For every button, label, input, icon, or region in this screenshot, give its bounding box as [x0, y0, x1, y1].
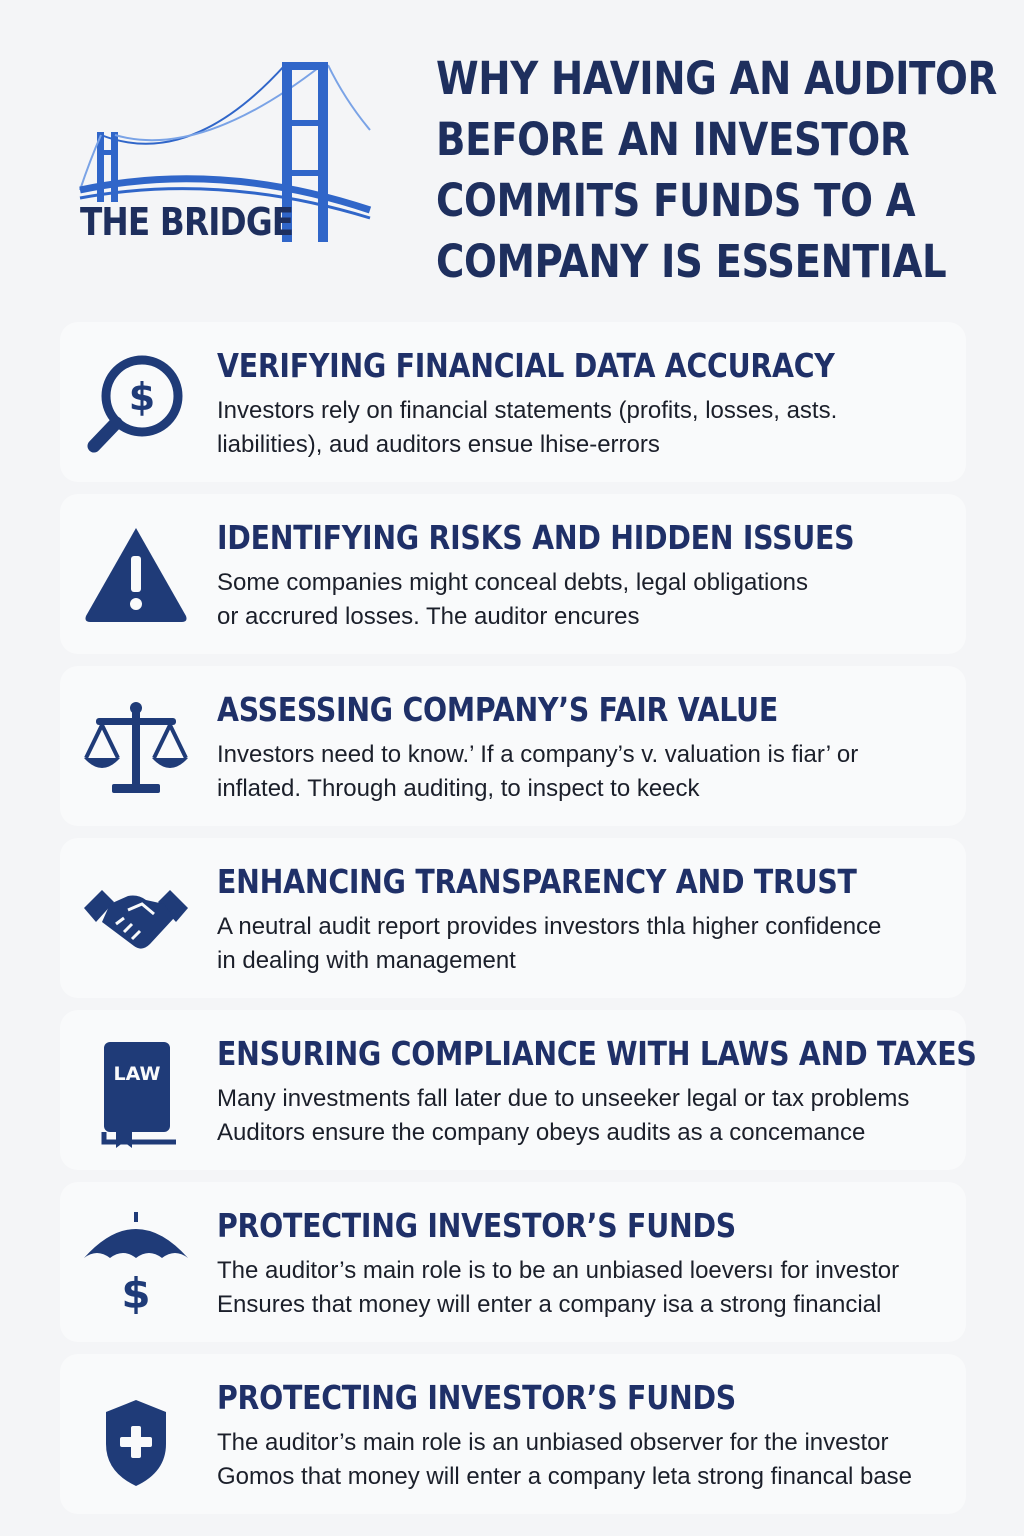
card-line: Many investments fall later due to unsee…: [217, 1085, 910, 1112]
law-book-icon: LAW: [80, 1036, 192, 1148]
card-line: The auditor’s main role is an unbiased o…: [217, 1429, 889, 1456]
card-body: The auditor’s main role is an unbiased o…: [217, 1426, 977, 1494]
warning-icon: [80, 520, 192, 632]
card-line: Some companies might conceal debts, lega…: [217, 569, 809, 596]
handshake-icon: [80, 864, 192, 976]
card-assessing-fair-value: ASSESSING COMPANY’S FAIR VALUE Investors…: [60, 666, 966, 826]
title-line: BEFORE AN INVESTOR: [436, 113, 910, 166]
card-line: The auditor’s main role is to be an unbi…: [217, 1257, 900, 1284]
svg-text:$: $: [129, 375, 155, 419]
card-line: in dealing with management: [217, 947, 516, 974]
card-enhancing-transparency: ENHANCING TRANSPARENCY AND TRUST A neutr…: [60, 838, 966, 998]
card-body: Many investments fall later due to unsee…: [217, 1082, 977, 1150]
card-ensuring-compliance: LAW ENSURING COMPLIANCE WITH LAWS AND TA…: [60, 1010, 977, 1170]
card-line: Investors rely on financial statements (…: [217, 397, 838, 424]
card-protecting-funds-2: PROTECTING INVESTOR’S FUNDS The auditor’…: [60, 1354, 966, 1514]
card-body: Investors rely on financial statements (…: [217, 394, 977, 462]
title-line: WHY HAVING AN AUDITOR: [436, 52, 997, 105]
title-line: COMPANY IS ESSENTIAL: [436, 235, 947, 288]
magnifier-dollar-icon: $: [80, 348, 192, 460]
card-title: VERIFYING FINANCIAL DATA ACCURACY: [217, 346, 835, 385]
card-line: or accrured losses. The auditor encures: [217, 603, 640, 630]
card-line: Investors need to know.’ If a company’s …: [217, 741, 859, 768]
card-line: liabilities), aud auditors ensue lhise-e…: [217, 431, 660, 458]
card-protecting-funds: $ PROTECTING INVESTOR’S FUNDS The audito…: [60, 1182, 966, 1342]
card-body: Some companies might conceal debts, lega…: [217, 566, 977, 634]
card-title: PROTECTING INVESTOR’S FUNDS: [217, 1378, 736, 1417]
card-body: A neutral audit report provides investor…: [217, 910, 977, 978]
card-line: A neutral audit report provides investor…: [217, 913, 882, 940]
header: THE BRIDGE WHY HAVING AN AUDITOR BEFORE …: [0, 0, 1024, 310]
card-line: Gomos that money will enter a company le…: [217, 1463, 913, 1490]
card-line: inflated. Through auditing, to inspect t…: [217, 775, 700, 802]
card-line: Ensures that money will enter a company …: [217, 1291, 882, 1318]
brand-name: THE BRIDGE: [80, 200, 294, 244]
shield-cross-icon: [80, 1380, 192, 1492]
bridge-icon: [79, 62, 372, 242]
umbrella-dollar-icon: $: [80, 1208, 192, 1320]
law-label: LAW: [114, 1063, 161, 1085]
title-line: COMMITS FUNDS TO A: [436, 174, 916, 227]
bridge-logo: THE BRIDGE: [70, 40, 380, 250]
page-title: WHY HAVING AN AUDITOR BEFORE AN INVESTOR…: [436, 48, 997, 292]
card-title: ASSESSING COMPANY’S FAIR VALUE: [217, 690, 778, 729]
scales-icon: [80, 692, 192, 804]
card-title: ENHANCING TRANSPARENCY AND TRUST: [217, 862, 857, 901]
card-verifying-financial-data: $ VERIFYING FINANCIAL DATA ACCURACY Inve…: [60, 322, 966, 482]
card-identifying-risks: IDENTIFYING RISKS AND HIDDEN ISSUES Some…: [60, 494, 966, 654]
svg-text:$: $: [121, 1269, 150, 1318]
card-title: ENSURING COMPLIANCE WITH LAWS AND TAXES: [217, 1034, 977, 1073]
card-line: Auditors ensure the company obeys audits…: [217, 1119, 866, 1146]
card-title: IDENTIFYING RISKS AND HIDDEN ISSUES: [217, 518, 855, 557]
card-title: PROTECTING INVESTOR’S FUNDS: [217, 1206, 736, 1245]
card-body: The auditor’s main role is to be an unbi…: [217, 1254, 977, 1322]
card-body: Investors need to know.’ If a company’s …: [217, 738, 977, 806]
